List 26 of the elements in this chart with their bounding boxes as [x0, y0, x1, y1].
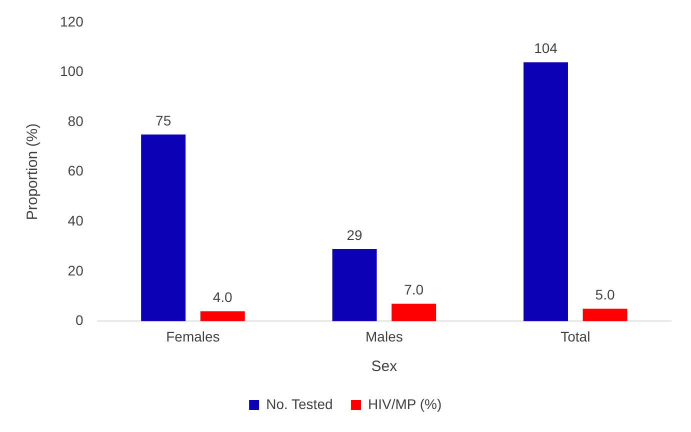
x-tick-label: Total [560, 328, 590, 344]
data-label: 104 [534, 40, 558, 56]
x-tick-label: Males [366, 328, 403, 344]
y-tick-label: 20 [68, 262, 84, 278]
bar [524, 62, 568, 322]
bar [582, 308, 628, 322]
data-label: 7.0 [404, 282, 424, 298]
bar [141, 134, 186, 322]
y-tick-label: 0 [76, 312, 84, 328]
y-axis-title: Proportion (%) [24, 123, 42, 220]
data-label: 4.0 [212, 289, 233, 306]
legend-label: HIV/MP (%) [368, 396, 442, 412]
data-label: 5.0 [595, 286, 615, 303]
data-label: 29 [346, 226, 363, 243]
bar [392, 304, 436, 322]
x-tick-label: Females [166, 328, 220, 344]
y-tick-label: 80 [68, 112, 84, 129]
y-tick-label: 100 [60, 63, 84, 80]
y-tick-label: 40 [68, 212, 84, 228]
y-tick-label: 120 [60, 13, 84, 30]
y-tick-label: 60 [68, 162, 84, 179]
x-axis-title: Sex [371, 358, 398, 376]
bar [200, 311, 245, 322]
data-label: 75 [156, 112, 172, 128]
legend-label: No. Tested [266, 396, 333, 412]
bar [332, 248, 377, 322]
